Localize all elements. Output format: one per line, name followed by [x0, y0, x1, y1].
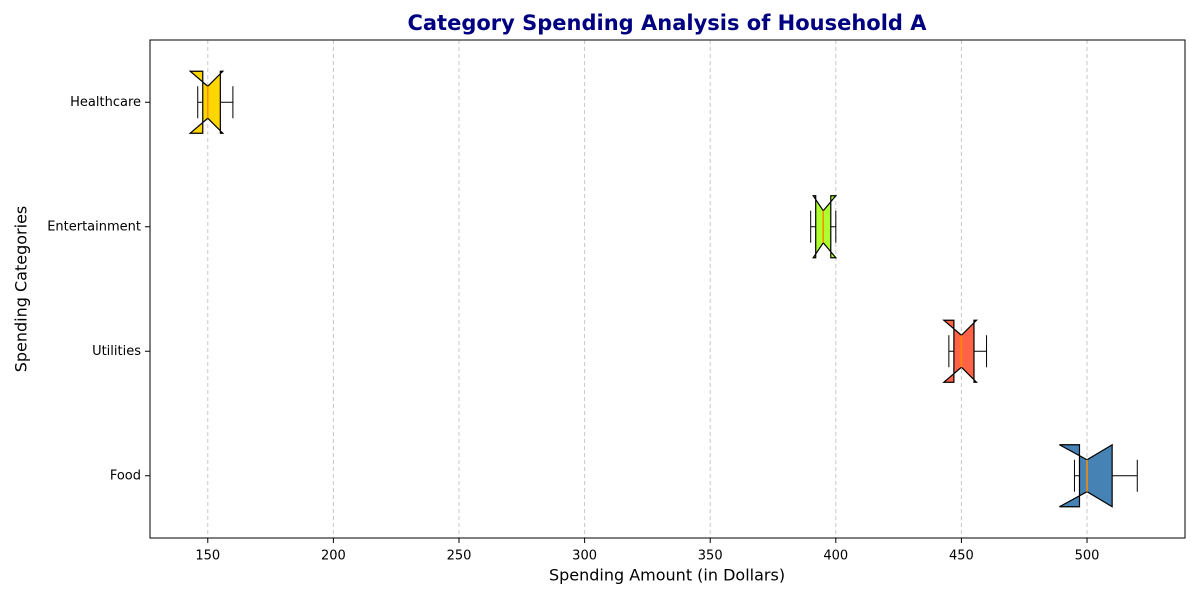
- x-tick-label: 400: [823, 549, 848, 564]
- box: [942, 319, 978, 383]
- chart-title: Category Spending Analysis of Household …: [407, 11, 927, 35]
- box: [1059, 443, 1113, 508]
- x-tick-label: 150: [195, 549, 220, 564]
- x-tick-label: 500: [1075, 549, 1100, 564]
- box: [812, 195, 838, 259]
- y-axis-label: Spending Categories: [12, 206, 31, 373]
- x-tick-label: 450: [949, 549, 974, 564]
- y-tick-label: Healthcare: [70, 95, 141, 110]
- x-tick-label: 200: [321, 549, 346, 564]
- x-tick-label: 350: [698, 549, 723, 564]
- x-tick-label: 300: [572, 549, 597, 564]
- y-tick-label: Entertainment: [47, 219, 141, 234]
- x-tick-label: 250: [447, 549, 472, 564]
- x-axis-label: Spending Amount (in Dollars): [549, 566, 785, 585]
- box: [188, 70, 225, 134]
- y-tick-label: Utilities: [92, 344, 141, 359]
- plot-frame: [149, 39, 1186, 539]
- y-tick-label: Food: [110, 468, 141, 483]
